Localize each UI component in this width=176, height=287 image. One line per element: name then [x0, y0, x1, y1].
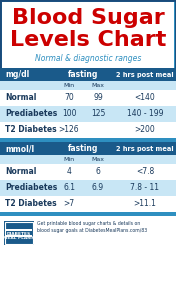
Bar	[0, 216, 176, 287]
Text: mmol/l: mmol/l	[5, 144, 34, 153]
Bar	[4, 221, 34, 245]
Text: Get printable blood sugar charts & details on
blood sugar goals at DiabetesMealP: Get printable blood sugar charts & detai…	[37, 221, 147, 232]
Text: T2 Diabetes: T2 Diabetes	[5, 199, 57, 208]
Text: fasting: fasting	[68, 70, 98, 79]
Text: >7: >7	[63, 199, 75, 208]
Text: 140 - 199: 140 - 199	[127, 110, 163, 119]
Text: Prediabetes: Prediabetes	[5, 110, 57, 119]
Bar	[0, 196, 176, 212]
Bar	[0, 164, 176, 180]
Text: 7.8 - 11: 7.8 - 11	[130, 183, 159, 193]
Bar	[0, 155, 176, 164]
Text: Min: Min	[63, 157, 75, 162]
Text: 6.1: 6.1	[63, 183, 75, 193]
Bar	[5, 222, 33, 244]
Text: 2 hrs post meal: 2 hrs post meal	[116, 146, 174, 152]
Text: >126: >126	[59, 125, 79, 135]
Text: Max: Max	[92, 83, 105, 88]
Text: T2 Diabetes: T2 Diabetes	[5, 125, 57, 135]
Text: <140: <140	[135, 94, 155, 102]
Text: mg/dl: mg/dl	[5, 70, 29, 79]
Bar	[0, 180, 176, 196]
Text: 70: 70	[64, 94, 74, 102]
Text: 100: 100	[62, 110, 76, 119]
Bar	[0, 81, 176, 90]
Bar	[0, 142, 176, 155]
Text: 6.9: 6.9	[92, 183, 104, 193]
Text: >200: >200	[135, 125, 155, 135]
Text: Normal & diagnostic ranges: Normal & diagnostic ranges	[35, 54, 141, 63]
Text: DIABETES
MEAL PLANS: DIABETES MEAL PLANS	[4, 232, 34, 241]
Bar	[6, 229, 32, 230]
Bar	[0, 106, 176, 122]
Text: >11.1: >11.1	[134, 199, 156, 208]
Text: Max: Max	[92, 157, 105, 162]
Text: 4: 4	[67, 168, 71, 177]
Bar	[0, 122, 176, 138]
Bar	[0, 90, 176, 106]
Bar	[6, 235, 32, 236]
Text: Normal: Normal	[5, 168, 36, 177]
Text: 99: 99	[93, 94, 103, 102]
Text: 2 hrs post meal: 2 hrs post meal	[116, 71, 174, 77]
Bar	[0, 212, 176, 216]
Text: fasting: fasting	[68, 144, 98, 153]
Text: 6: 6	[96, 168, 100, 177]
Text: Blood Sugar: Blood Sugar	[12, 8, 164, 28]
Bar	[2, 2, 174, 68]
Text: Min: Min	[63, 83, 75, 88]
Text: Normal: Normal	[5, 94, 36, 102]
Text: <7.8: <7.8	[136, 168, 154, 177]
Text: 125: 125	[91, 110, 105, 119]
Bar	[0, 68, 176, 81]
Text: Levels Chart: Levels Chart	[10, 30, 166, 50]
Bar	[0, 138, 176, 142]
Text: Prediabetes: Prediabetes	[5, 183, 57, 193]
